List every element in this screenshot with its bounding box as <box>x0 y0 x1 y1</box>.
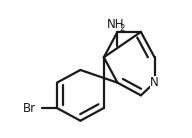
Text: NH: NH <box>107 18 125 31</box>
Text: 2: 2 <box>119 24 124 33</box>
Text: N: N <box>150 76 159 89</box>
Text: Br: Br <box>23 102 36 115</box>
